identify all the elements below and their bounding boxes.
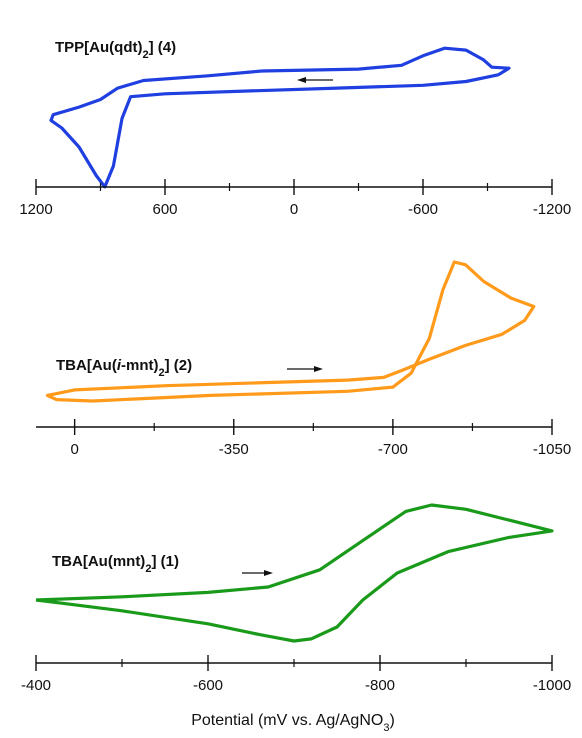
panel-3-tick-label: -800 [365,677,395,694]
panel-2-cv-trace [45,260,536,403]
panel-1-tick-label: -1200 [533,201,571,218]
panel-2-label-middle: -mnt) [121,357,159,374]
panel-1-label-sub: 2 [142,49,148,61]
panel-2-label-suffix: ] (2) [165,357,193,374]
panel-2-x-axis: 0 -350 -700 -1050 [36,419,571,458]
panel-3-label-sub: 2 [145,563,151,575]
panel-1: TPP[Au(qdt)2] (4) 1200 600 0 -600 -1200 [19,39,571,218]
panel-3-x-axis: -400 -600 -800 -1000 [21,655,571,694]
panel-3: TBA[Au(mnt)2] (1) -400 -600 -800 -1000 [21,503,571,694]
panel-2-label-sub: 2 [159,367,165,379]
panel-3-label-suffix: ] (1) [151,553,179,570]
panel-1-cv-trace [49,46,511,189]
panel-3-tick-label: -400 [21,677,51,694]
panel-1-label-prefix: TPP[Au(qdt) [55,39,142,56]
panel-3-scan-arrow [242,570,273,576]
x-axis-title-prefix: Potential (mV vs. Ag/AgNO [191,712,383,729]
panel-2-series-label: TBA[Au(i-mnt)2] (2) [56,357,192,379]
panel-3-tick-label: -1000 [533,677,571,694]
panel-2-scan-arrow [287,366,323,372]
panel-2-tick-label: 0 [70,441,78,458]
panel-2-tick-label: -350 [219,441,249,458]
panel-2-tick-label: -700 [378,441,408,458]
x-axis-title-sub: 3 [383,722,389,734]
panel-1-scan-arrow [297,77,333,83]
panel-2-label-prefix: TBA[Au( [56,357,117,374]
panel-3-tick-label: -600 [193,677,223,694]
panel-1-tick-label: 1200 [19,201,52,218]
panel-1-series-label: TPP[Au(qdt)2] (4) [55,39,176,61]
panel-1-tick-label: 0 [290,201,298,218]
panel-3-series-label: TBA[Au(mnt)2] (1) [52,553,179,575]
panel-3-label-prefix: TBA[Au(mnt) [52,553,145,570]
panel-3-cv-trace [35,503,554,643]
x-axis-title-suffix: ) [389,712,394,729]
panel-1-label-suffix: ] (4) [149,39,177,56]
x-axis-title: Potential (mV vs. Ag/AgNO3) [191,712,395,734]
panel-2-tick-label: -1050 [533,441,571,458]
panel-1-tick-label: -600 [408,201,438,218]
panel-1-tick-label: 600 [152,201,177,218]
panel-1-x-axis: 1200 600 0 -600 -1200 [19,179,571,218]
panel-2: TBA[Au(i-mnt)2] (2) 0 -350 -700 -1050 [36,260,571,458]
panel-2-label-italic: i [117,357,122,374]
